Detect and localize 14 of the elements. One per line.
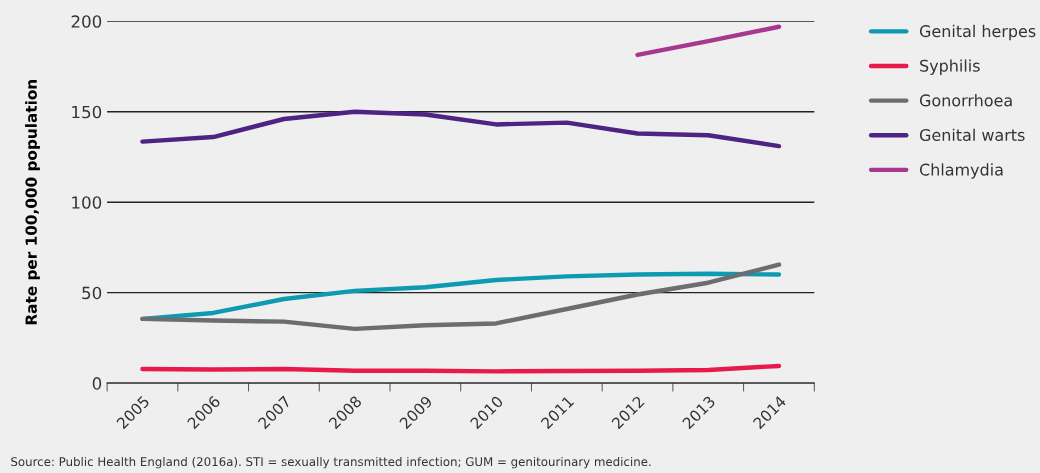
y-tick-label: 0 <box>92 377 102 390</box>
legend-label: Genital herpes <box>919 24 1036 41</box>
legend-label: Syphilis <box>920 59 980 75</box>
legend-label: Chlamydia <box>919 163 1003 179</box>
line-series <box>140 109 782 149</box>
legend-label: Gonorrhoea <box>919 94 1012 107</box>
y-axis-title: Rate per 100,000 population <box>25 79 40 325</box>
y-tick-label: 150 <box>72 105 102 119</box>
source-note: Source: Public Health England (2016a). STI = sexually transmitted infection; GUM = genitourinary medicine. <box>11 456 651 469</box>
line-series <box>140 262 782 332</box>
y-tick-label: 200 <box>71 15 102 28</box>
legend-label: Genital warts <box>919 128 1025 142</box>
y-tick-label: 100 <box>72 196 102 209</box>
y-tick-label: 50 <box>82 286 102 300</box>
